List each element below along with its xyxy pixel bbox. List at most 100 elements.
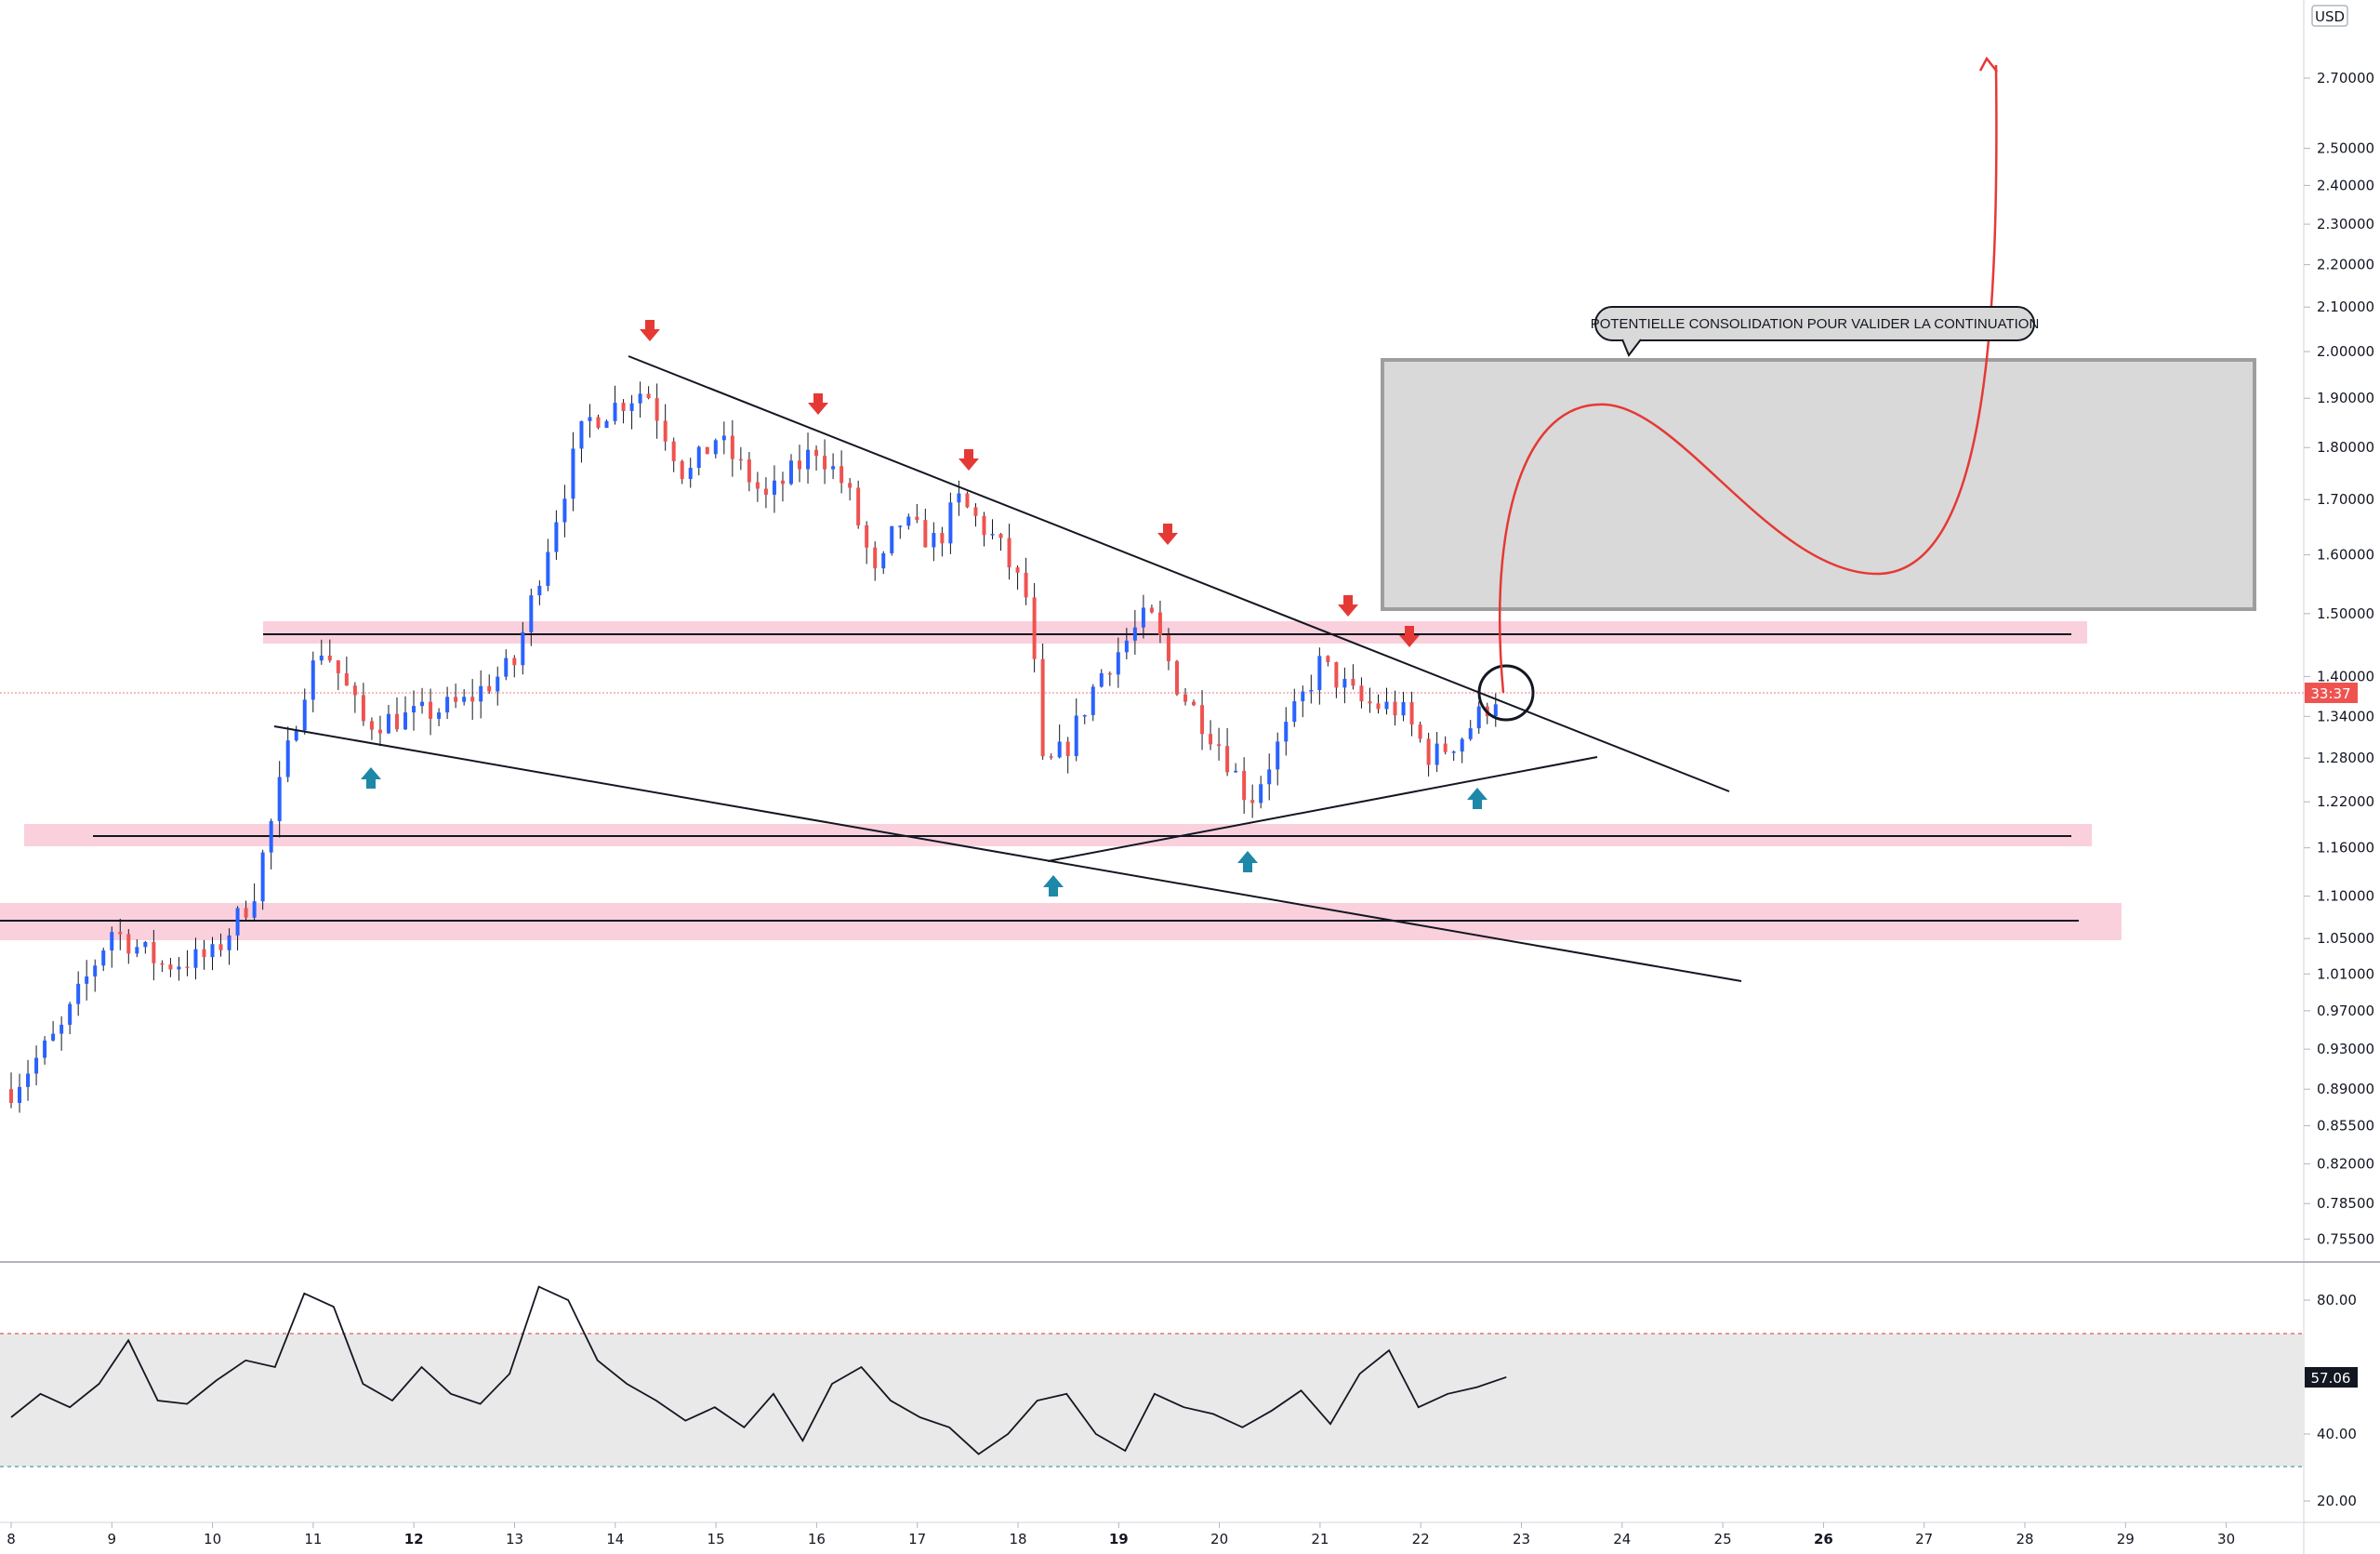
price-axis[interactable]: 2.70000 2.50000 2.40000 2.30000 2.20000 2.100… — [2304, 70, 2374, 1247]
price-tick-label: 1.16000 — [2317, 840, 2374, 857]
price-tick-label: 1.60000 — [2317, 547, 2374, 564]
candle-body — [1359, 685, 1364, 702]
time-tick-label: 24 — [1613, 1531, 1631, 1547]
candle-body — [1384, 701, 1389, 710]
price-tick-label: 1.50000 — [2317, 605, 2374, 622]
time-tick-label: 30 — [2217, 1531, 2235, 1547]
candle-body — [51, 1033, 56, 1041]
candle-body — [1040, 658, 1045, 757]
candle-body — [1435, 743, 1439, 765]
resistance-zone-1.46[interactable] — [263, 621, 2087, 644]
candle-body — [193, 949, 198, 968]
time-tick-label: 17 — [908, 1531, 926, 1547]
current-price-badge-text: 33:37 — [2310, 685, 2350, 702]
candle-body — [881, 552, 886, 569]
callout-bubble[interactable]: POTENTIELLE CONSOLIDATION POUR VALIDER L… — [1591, 306, 2040, 357]
candle-body — [571, 448, 575, 499]
candle-body — [9, 1089, 13, 1103]
candle-body — [1217, 744, 1222, 747]
rsi-tick-label: 80.00 — [2317, 1292, 2357, 1308]
candle-body — [60, 1024, 64, 1034]
descending-support-trendline[interactable] — [273, 725, 1742, 982]
candle-body — [244, 908, 248, 918]
price-tick-label: 1.05000 — [2317, 930, 2374, 947]
price-tick-label: 0.78500 — [2317, 1195, 2374, 1212]
consolidation-target-box[interactable] — [1381, 358, 2256, 611]
support-touch-arrows — [361, 767, 1488, 897]
rsi-axis[interactable]: 80.00 40.00 20.00 — [2304, 1292, 2357, 1509]
candle-body — [319, 656, 324, 661]
time-axis[interactable]: 8 9 10 11 12 13 14 15 16 17 18 19 20 21 22 23 24 25 26 27 28… — [7, 1522, 2235, 1547]
candle-body — [43, 1040, 47, 1058]
candle-body — [168, 964, 173, 970]
resistance-touch-arrows — [640, 320, 1420, 647]
down-arrow-icon — [1338, 595, 1358, 617]
candle-body — [302, 699, 307, 731]
candle-body — [823, 456, 827, 470]
descending-resistance-trendline[interactable] — [628, 355, 1730, 792]
candle-body — [940, 533, 945, 544]
price-candles[interactable] — [9, 381, 1498, 1113]
candle-body — [336, 660, 340, 673]
candle-body — [948, 502, 953, 544]
candle-body — [110, 932, 114, 951]
time-tick-label: 8 — [7, 1531, 16, 1547]
candle-body — [1157, 612, 1162, 635]
candle-body — [965, 493, 970, 508]
candle-body — [696, 446, 701, 469]
price-tick-label: 2.00000 — [2317, 343, 2374, 360]
candle-body — [546, 551, 550, 586]
candle-body — [1376, 703, 1381, 710]
currency-badge[interactable]: USD — [2311, 5, 2348, 27]
candle-body — [923, 520, 928, 548]
breakout-circle[interactable] — [1477, 664, 1535, 722]
candle-body — [479, 685, 483, 702]
candle-body — [730, 435, 734, 459]
candle-body — [1141, 607, 1145, 628]
candle-body — [613, 403, 617, 421]
down-arrow-icon — [1157, 524, 1178, 545]
candle-body — [554, 522, 559, 552]
up-arrow-icon — [1237, 851, 1258, 872]
price-tick-label: 1.34000 — [2317, 708, 2374, 724]
candle-body — [420, 701, 425, 707]
candle-body — [210, 944, 215, 958]
candle-body — [403, 712, 408, 730]
projection-path[interactable] — [1498, 64, 1998, 694]
price-tick-label: 0.97000 — [2317, 1003, 2374, 1019]
ascending-support-trendline[interactable] — [1047, 756, 1598, 862]
candle-body — [429, 701, 433, 719]
candle-body — [1107, 672, 1112, 675]
up-arrow-icon — [1467, 788, 1488, 809]
candle-body — [311, 660, 315, 700]
candle-body — [1116, 652, 1120, 675]
candle-body — [848, 483, 853, 488]
rsi-line[interactable] — [10, 1285, 1507, 1455]
price-tick-label: 0.93000 — [2317, 1041, 2374, 1057]
candle-body — [218, 944, 223, 950]
candle-body — [588, 417, 592, 421]
time-tick-label: 26 — [1814, 1531, 1833, 1547]
candle-body — [906, 516, 911, 526]
down-arrow-icon — [808, 393, 828, 415]
candle-body — [1292, 701, 1297, 723]
candle-body — [135, 947, 139, 954]
candle-body — [763, 488, 768, 495]
candle-body — [412, 706, 416, 713]
candle-body — [1174, 660, 1179, 695]
candle-body — [1309, 689, 1314, 692]
candle-body — [1242, 770, 1247, 801]
candle-body — [1284, 722, 1289, 742]
candle-body — [721, 435, 726, 441]
candle-body — [806, 449, 811, 470]
candle-body — [126, 934, 131, 954]
price-tick-label: 0.82000 — [2317, 1155, 2374, 1172]
candle-body — [654, 398, 659, 421]
candle-body — [1192, 701, 1197, 706]
candle-body — [562, 498, 567, 523]
candle-body — [1225, 746, 1230, 773]
candle-body — [755, 482, 760, 489]
price-tick-label: 1.80000 — [2317, 439, 2374, 456]
candle-body — [285, 740, 290, 777]
